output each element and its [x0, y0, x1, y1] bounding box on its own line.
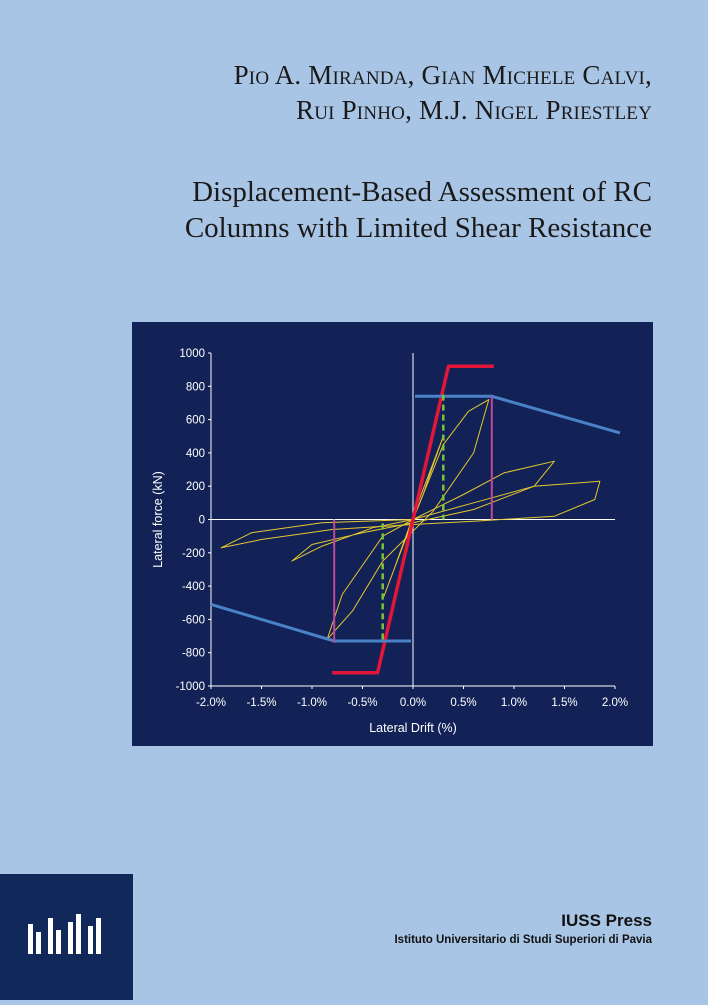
- y-tick-label: 1000: [179, 348, 205, 360]
- book-title-line-1: Displacement-Based Assessment of RC: [192, 176, 652, 208]
- chart-svg: -1000 -800 -600 -400 -200 0 200 400 600 800 1000 -2…: [151, 348, 628, 735]
- bilinear-capacity-line: [332, 364, 494, 675]
- iuss-logo-icon: [28, 914, 101, 954]
- y-axis-label: Lateral force (kN): [151, 471, 165, 568]
- iuss-logo: [0, 874, 133, 1000]
- x-tick-label: 1.5%: [551, 697, 577, 709]
- y-tick-label: 600: [186, 415, 205, 427]
- x-tick-label: -1.5%: [246, 697, 276, 709]
- envelope-negative-line: [210, 602, 411, 643]
- authors-line-2: Rui Pinho, M.J. Nigel Priestley: [295, 95, 652, 125]
- y-tick-label: 800: [186, 381, 205, 393]
- envelope-positive-line: [415, 394, 621, 435]
- x-tick-label: 2.0%: [602, 697, 628, 709]
- y-tick-label: 400: [186, 448, 205, 460]
- hysteresis-loop: [220, 480, 601, 549]
- publisher-name: IUSS Press: [561, 911, 652, 930]
- x-tick-label: 0.0%: [400, 697, 426, 709]
- book-title-line-2: Columns with Limited Shear Resistance: [184, 212, 652, 244]
- x-axis-label: Lateral Drift (%): [369, 721, 457, 735]
- book-title: Displacement-Based Assessment of RC Colu…: [185, 174, 652, 246]
- authors-line-1: Pio A. Miranda, Gian Michele Calvi,: [233, 60, 652, 90]
- x-tick-label: -0.5%: [347, 697, 377, 709]
- y-tick-label: -1000: [176, 681, 205, 693]
- y-tick-label: 200: [186, 481, 205, 493]
- publisher-full-name: Istituto Universitario di Studi Superior…: [394, 934, 652, 946]
- y-tick-label: -200: [182, 548, 205, 560]
- y-tick-label: -600: [182, 614, 205, 626]
- publisher: IUSS Press Istituto Universitario di Stu…: [394, 910, 652, 948]
- cover-chart: -1000 -800 -600 -400 -200 0 200 400 600 800 1000 -2…: [132, 322, 653, 746]
- x-tick-label: -1.0%: [297, 697, 327, 709]
- y-tick-label: -800: [182, 648, 205, 660]
- x-tick-label: 1.0%: [501, 697, 527, 709]
- y-tick-label: 0: [199, 515, 205, 527]
- authors: Pio A. Miranda, Gian Michele Calvi, Rui …: [234, 58, 652, 128]
- y-tick-label: -400: [182, 581, 205, 593]
- x-tick-label: -2.0%: [196, 697, 226, 709]
- x-tick-label: 0.5%: [450, 697, 476, 709]
